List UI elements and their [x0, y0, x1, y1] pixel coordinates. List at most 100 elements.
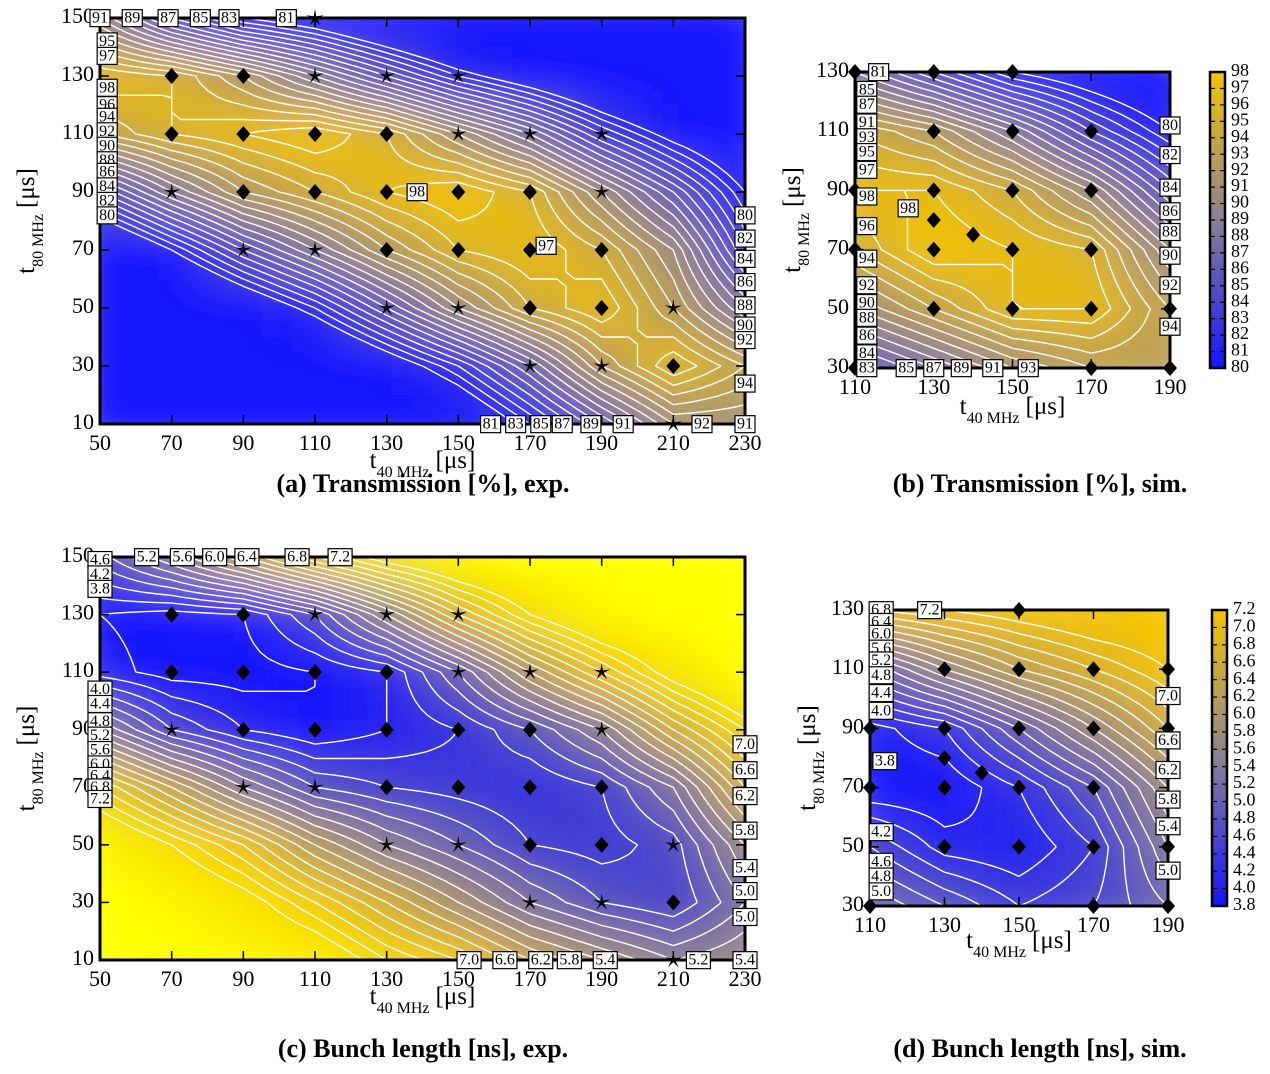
contour-label: 4.6: [90, 552, 110, 569]
contour-label: 90: [99, 137, 115, 154]
axis-symbol: t: [960, 393, 967, 420]
y-tick-label: 70: [827, 235, 849, 260]
contour-label-box: [1155, 686, 1181, 706]
plot-frame: [868, 608, 1170, 908]
contour-label: 5.4: [1158, 818, 1178, 835]
contour-label: 94: [1162, 318, 1178, 335]
contour-label: 87: [554, 416, 570, 433]
measurement-point: [926, 182, 941, 199]
contour-label-box: [1017, 359, 1039, 378]
contour-label-box: [895, 359, 917, 378]
contour-line: [100, 557, 745, 960]
contour-label-box: [868, 683, 894, 703]
x-tick-label: 170: [1077, 912, 1110, 937]
contour-label-box: [1159, 202, 1181, 221]
measurement-point: [1012, 838, 1026, 855]
heatmap-cell: [207, 279, 280, 338]
contour-label: 85: [192, 10, 208, 27]
measurement-point: [937, 750, 952, 766]
x-tick-label: 170: [514, 966, 547, 991]
colorbar-tick-label: 98: [1231, 60, 1249, 80]
contour-label-box: [535, 236, 557, 255]
contour-label: 87: [160, 10, 176, 27]
contour-label-box: [96, 206, 118, 225]
x-tick-label: 110: [839, 374, 871, 399]
measurement-point: [449, 125, 467, 142]
contour-label-box: [556, 951, 583, 970]
contour-label: 92: [737, 332, 753, 349]
contour-label-box: [592, 951, 618, 970]
measurement-point: [521, 663, 539, 680]
contour-line: [913, 72, 1170, 191]
x-tick-label: 190: [585, 966, 618, 991]
contour-label: 89: [953, 360, 969, 377]
contour-label: 7.2: [920, 602, 940, 619]
axis-unit: [μs]: [13, 168, 40, 208]
panel: 50 70 90 110 130 150 170 190 210 2301030507090110…: [13, 542, 762, 1063]
colorbar-tick-label: 90: [1231, 192, 1249, 212]
contour-label: 91: [985, 360, 1001, 377]
contour-label: 92: [99, 123, 115, 140]
axis-symbol: t: [966, 927, 973, 954]
caption: (b) Transmission [%], sim.: [893, 469, 1187, 498]
contour-label: 5.4: [735, 952, 755, 969]
contour-label: 98: [900, 200, 916, 217]
colorbar-tick-label: 7.2: [1233, 598, 1256, 618]
caption: (d) Bunch length [ns], sim.: [893, 1034, 1186, 1063]
heatmap-cell: [637, 47, 710, 106]
contour-label: 81: [483, 416, 499, 433]
axis-symbol: t: [370, 983, 377, 1010]
y-tick-label: 50: [842, 832, 864, 857]
measurement-point: [926, 300, 941, 317]
contour-label: 90: [1162, 247, 1178, 264]
contour-label: 5.2: [871, 652, 891, 669]
axis-unit: [μs]: [436, 447, 476, 474]
contour-label: 90: [859, 295, 875, 312]
measurement-point: [378, 835, 396, 853]
axis-subscript: 80 MHz: [30, 751, 47, 804]
contour-label: 81: [871, 64, 887, 81]
contour-label: 97: [538, 237, 554, 254]
contour-label: 5.0: [735, 908, 755, 925]
contour-label: 86: [859, 327, 875, 344]
contour-label-box: [732, 735, 758, 754]
x-tick-label: 50: [89, 430, 111, 455]
axis-symbol: t: [779, 266, 806, 273]
contour-label-box: [868, 823, 894, 842]
colorbar-tick-label: 6.8: [1233, 633, 1256, 653]
colorbar-tick-label: 6.2: [1233, 685, 1256, 705]
colorbar-tick-label: 92: [1231, 159, 1249, 179]
colorbar-tick-label: 5.4: [1233, 755, 1256, 775]
contour-label: 87: [859, 96, 875, 113]
colorbar-tick-label: 95: [1231, 109, 1249, 129]
contour-label: 5.0: [1158, 862, 1178, 879]
contour-label-box: [856, 187, 878, 206]
contour-label: 5.2: [688, 952, 708, 969]
measurement-point: [308, 126, 322, 142]
colorbar-tick-label: 6.6: [1233, 650, 1256, 670]
measurement-point: [1084, 300, 1099, 317]
axis-subscript: 40 MHz: [377, 1000, 430, 1017]
measurement-point: [164, 606, 179, 623]
contour-label: 7.0: [735, 736, 755, 753]
x-tick-label: 210: [657, 430, 690, 455]
measurement-point: [1005, 241, 1020, 258]
y-tick-label: 110: [62, 119, 94, 144]
contour-label-box: [856, 160, 878, 179]
contour-label: 91: [615, 416, 631, 433]
contour-label-box: [580, 415, 602, 434]
measurement-point: [926, 123, 941, 140]
measurement-point: [664, 835, 682, 853]
contour-label: 7.2: [90, 790, 110, 807]
x-tick-label: 150: [1003, 912, 1036, 937]
colorbar-tick-label: 88: [1231, 225, 1249, 245]
x-tick-label: 190: [1154, 374, 1187, 399]
contour-label: 88: [1162, 224, 1178, 241]
contour-line: [100, 18, 745, 424]
contour-label: 94: [99, 108, 115, 125]
measurement-point: [164, 664, 179, 681]
contour-line: [944, 610, 1168, 670]
x-tick-label: 110: [299, 966, 331, 991]
